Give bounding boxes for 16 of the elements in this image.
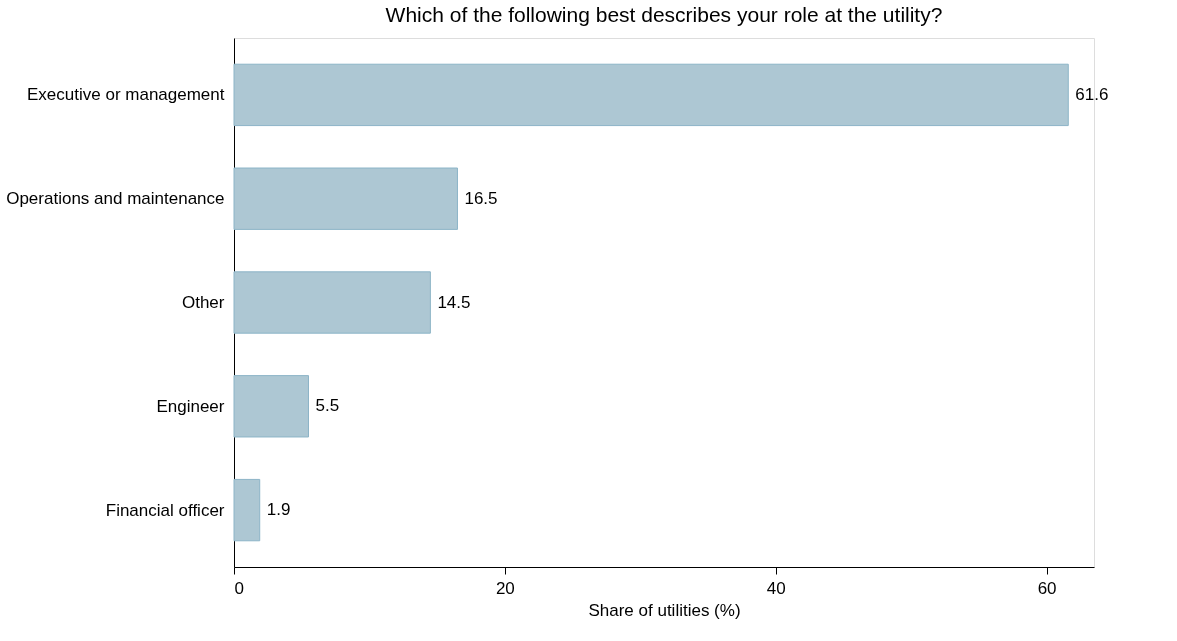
data-label: 5.5 (315, 396, 340, 416)
data-label: 16.5 (464, 188, 498, 208)
x-tick-label: 0 (234, 578, 244, 598)
chart-title: Which of the following best describes your role at the utility? (385, 3, 943, 26)
x-tick-label: 20 (495, 578, 515, 598)
data-label: 61.6 (1075, 84, 1109, 104)
x-tick-label: 60 (1037, 578, 1057, 598)
y-tick-label: Financial officer (105, 500, 225, 520)
x-tick-label: 40 (766, 578, 786, 598)
y-tick-label: Engineer (156, 396, 225, 416)
x-axis-title: Share of utilities (%) (588, 600, 741, 620)
y-tick-label: Operations and maintenance (6, 189, 225, 209)
y-tick-label: Other (181, 293, 225, 312)
data-label: 14.5 (437, 292, 471, 312)
data-label: 1.9 (266, 500, 291, 520)
y-tick-label: Executive or management (27, 85, 225, 105)
